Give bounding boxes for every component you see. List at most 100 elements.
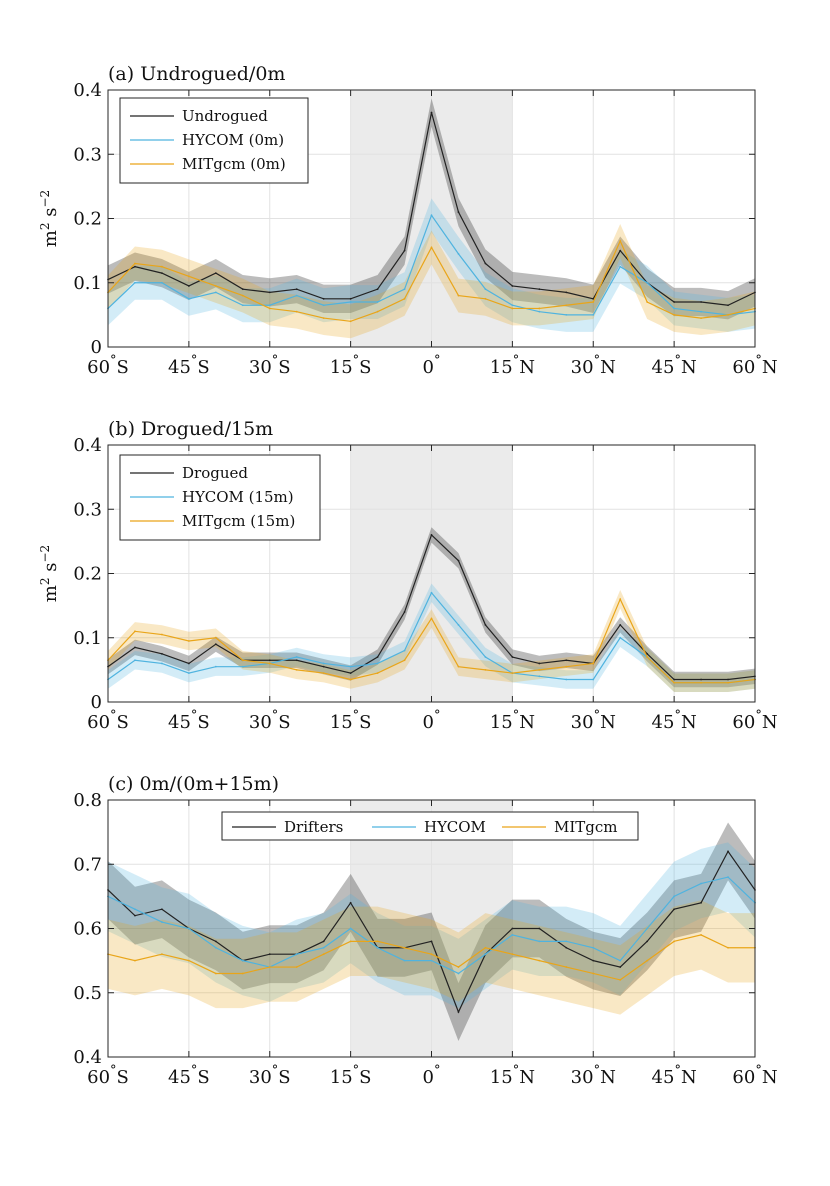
data-point	[187, 275, 190, 278]
x-tick-label: 15°S	[330, 353, 372, 378]
data-point	[511, 304, 514, 307]
legend-label: Drifters	[284, 818, 343, 836]
data-point	[134, 265, 136, 268]
y-tick-label: 0.7	[73, 854, 102, 875]
x-tick-label: 30°S	[249, 1063, 291, 1088]
x-tick-degrees: 60	[87, 357, 110, 378]
data-point	[430, 246, 433, 249]
y-tick-label: 0.2	[73, 209, 102, 230]
series-band-hycom-15m-	[108, 583, 755, 692]
data-point	[430, 111, 433, 114]
data-point	[457, 972, 460, 975]
x-tick-label: 15°N	[490, 353, 535, 378]
x-tick-hemisphere: N	[681, 712, 697, 733]
data-point	[484, 262, 487, 265]
data-point	[673, 940, 676, 943]
data-point	[322, 297, 325, 300]
degree-symbol: °	[110, 353, 117, 368]
data-point	[619, 265, 622, 268]
x-tick-hemisphere: S	[117, 357, 129, 378]
y-tick-label: 0.8	[73, 790, 102, 811]
data-point	[241, 294, 244, 297]
data-point	[538, 307, 541, 310]
x-tick-label: 30°N	[571, 353, 616, 378]
x-tick-label: 0°	[423, 353, 441, 378]
data-point	[619, 240, 622, 242]
x-tick-label: 60°N	[732, 353, 777, 378]
data-point	[403, 611, 406, 613]
legend-label: Drogued	[182, 464, 248, 482]
y-axis-label-part: m	[40, 585, 61, 602]
data-point	[349, 678, 352, 681]
legend: Drogued HYCOM (15m) MITgcm (15m)	[119, 454, 321, 541]
panel-c: 0.40.50.60.70.860°S 45°S 30°S 15°S 0° 15°N 30°…	[73, 773, 777, 1088]
legend-box	[221, 811, 639, 841]
data-point	[161, 281, 163, 284]
data-point	[673, 908, 676, 911]
data-point	[538, 288, 541, 291]
data-point	[376, 301, 379, 303]
data-point	[134, 262, 136, 265]
panel-b: 00.10.20.30.460°S 45°S 30°S 15°S 0° 15°N 30°N 4…	[38, 418, 778, 733]
legend-label: HYCOM (15m)	[182, 488, 294, 506]
data-point	[727, 681, 729, 684]
data-point	[349, 301, 352, 303]
data-point	[161, 633, 163, 636]
legend-label: MITgcm (15m)	[182, 512, 295, 530]
data-point	[700, 681, 702, 684]
y-axis-label-part: s	[40, 563, 61, 578]
data-point	[403, 959, 406, 962]
data-point	[619, 624, 622, 626]
degree-symbol: °	[353, 1063, 360, 1078]
data-point	[619, 979, 622, 981]
data-point	[161, 265, 163, 268]
data-point	[538, 959, 541, 962]
degree-symbol: °	[353, 708, 360, 723]
x-tick-hemisphere: N	[519, 712, 535, 733]
data-point	[727, 313, 729, 316]
data-point	[484, 668, 487, 671]
degree-symbol: °	[674, 708, 681, 723]
degree-symbol: °	[513, 708, 520, 723]
data-point	[619, 966, 622, 968]
data-point	[241, 665, 244, 668]
data-point	[187, 662, 190, 665]
x-tick-label: 60°S	[87, 708, 129, 733]
x-tick-degrees: 30	[571, 1067, 594, 1088]
data-point	[511, 656, 514, 658]
data-point	[673, 307, 676, 310]
data-point	[268, 659, 271, 662]
data-point	[673, 301, 676, 303]
x-tick-label: 45°S	[168, 708, 210, 733]
data-point	[592, 297, 595, 300]
x-tick-label: 0°	[423, 708, 441, 733]
data-point	[376, 288, 379, 291]
data-point	[322, 940, 325, 943]
data-point	[592, 959, 595, 962]
data-point	[538, 310, 541, 313]
data-point	[457, 211, 460, 213]
data-point	[268, 953, 271, 956]
data-point	[646, 656, 649, 658]
data-point	[484, 288, 487, 291]
panel-a: 00.10.20.30.460°S 45°S 30°S 15°S 0° 15°N 30°N 4…	[38, 63, 778, 378]
data-point	[646, 652, 649, 655]
data-point	[700, 901, 702, 904]
data-point	[187, 672, 190, 674]
panel-title: (c) 0m/(0m+15m)	[108, 773, 279, 795]
y-tick-label: 0.4	[73, 80, 102, 101]
data-point	[376, 310, 379, 313]
data-point	[646, 940, 649, 943]
data-point	[457, 665, 460, 668]
data-point	[134, 908, 136, 911]
data-point	[322, 665, 325, 668]
x-tick-hemisphere: N	[600, 1067, 616, 1088]
data-point	[376, 940, 379, 943]
data-point	[457, 624, 460, 626]
data-point	[484, 946, 487, 949]
data-point	[241, 659, 244, 662]
degree-symbol: °	[434, 708, 441, 723]
x-tick-degrees: 0	[423, 357, 434, 378]
x-tick-label: 15°N	[490, 708, 535, 733]
data-point	[376, 656, 379, 658]
